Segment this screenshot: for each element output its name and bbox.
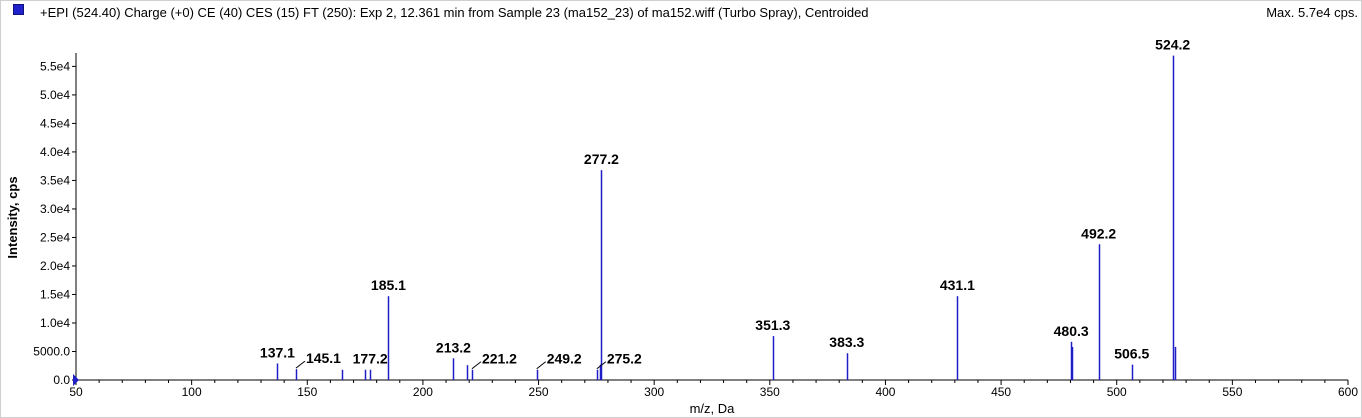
y-tick-label: 1.0e4 [40, 316, 70, 330]
x-tick-label: 200 [413, 385, 433, 399]
peak-label: 492.2 [1081, 225, 1116, 241]
max-intensity-label: Max. 5.7e4 cps. [1266, 5, 1358, 20]
peak-label: 249.2 [547, 351, 582, 367]
y-tick-label: 2.0e4 [40, 259, 70, 273]
y-tick-label: 1.5e4 [40, 287, 70, 301]
x-tick-label: 300 [644, 385, 664, 399]
peak-label: 137.1 [260, 344, 295, 360]
peak-label: 275.2 [607, 351, 642, 367]
peak-label-leader [596, 361, 607, 370]
x-tick-label: 450 [991, 385, 1011, 399]
y-tick-label: 4.0e4 [40, 145, 70, 159]
x-axis-title: m/z, Da [690, 401, 736, 416]
legend-swatch-icon[interactable] [13, 4, 24, 15]
y-axis-title: Intensity, cps [5, 176, 20, 258]
x-tick-label: 500 [1107, 385, 1127, 399]
peak-label: 177.2 [353, 351, 388, 367]
y-tick-label: 5000.0 [33, 344, 70, 358]
peak-label: 506.5 [1114, 346, 1149, 362]
peak-label-leader [295, 360, 306, 369]
y-tick-label: 4.5e4 [40, 116, 70, 130]
y-tick-label: 5.5e4 [40, 59, 70, 73]
chart-title: +EPI (524.40) Charge (+0) CE (40) CES (1… [40, 5, 869, 20]
peak-label: 185.1 [371, 277, 406, 293]
y-tick-label: 3.0e4 [40, 202, 70, 216]
x-tick-label: 400 [875, 385, 895, 399]
x-tick-label: 250 [529, 385, 549, 399]
chart-header: +EPI (524.40) Charge (+0) CE (40) CES (1… [0, 0, 1362, 24]
x-tick-label: 600 [1338, 385, 1358, 399]
peak-label: 145.1 [306, 350, 341, 366]
peak-label: 221.2 [482, 351, 517, 367]
origin-marker-icon [73, 374, 79, 386]
y-tick-label: 0.0 [53, 373, 70, 387]
peak-label: 480.3 [1054, 323, 1089, 339]
x-tick-label: 150 [297, 385, 317, 399]
x-tick-label: 550 [1222, 385, 1242, 399]
peak-label-leader [536, 361, 547, 370]
peak-label: 351.3 [755, 317, 790, 333]
x-tick-label: 50 [69, 385, 83, 399]
x-tick-label: 100 [182, 385, 202, 399]
y-tick-label: 2.5e4 [40, 230, 70, 244]
peak-label: 277.2 [584, 151, 619, 167]
peak-label: 213.2 [436, 339, 471, 355]
peak-label: 383.3 [829, 334, 864, 350]
peak-label: 524.2 [1155, 37, 1190, 53]
peak-label: 431.1 [940, 277, 975, 293]
x-tick-label: 350 [760, 385, 780, 399]
y-tick-label: 5.0e4 [40, 88, 70, 102]
y-tick-label: 3.5e4 [40, 173, 70, 187]
peak-label-leader [471, 361, 482, 370]
